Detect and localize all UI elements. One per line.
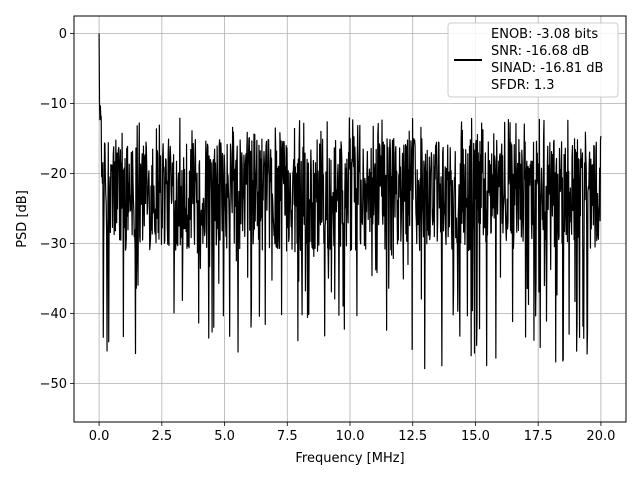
- y-tick-label: 0: [59, 27, 67, 42]
- psd-series-line: [98, 33, 602, 370]
- x-tick-label: 20.0: [586, 429, 615, 444]
- x-tick-label: 0.0: [89, 429, 110, 444]
- legend: ENOB: -3.08 bits SNR: -16.68 dB SINAD: -…: [447, 22, 619, 98]
- y-tick-label: −30: [40, 237, 67, 252]
- x-tick-label: 7.5: [277, 429, 298, 444]
- y-tick-label: −10: [40, 97, 67, 112]
- series-group: [98, 33, 602, 370]
- legend-entry-enob: ENOB: -3.08 bits: [491, 27, 598, 42]
- x-axis-label: Frequency [MHz]: [295, 451, 404, 466]
- x-tick-label: 10.0: [336, 429, 365, 444]
- x-tick-label: 5.0: [214, 429, 235, 444]
- legend-entry-sfdr: SFDR: 1.3: [491, 78, 555, 93]
- y-axis-label: PSD [dB]: [15, 190, 30, 248]
- y-tick-label: −20: [40, 167, 67, 182]
- legend-box: [447, 22, 619, 98]
- y-ticks: 0 −10 −20 −30 −40 −50: [40, 27, 74, 392]
- y-tick-label: −40: [40, 307, 67, 322]
- x-tick-label: 12.5: [398, 429, 427, 444]
- x-tick-label: 17.5: [524, 429, 553, 444]
- x-ticks: 0.0 2.5 5.0 7.5 10.0 12.5 15.0 17.5 20.0: [89, 422, 615, 444]
- y-tick-label: −50: [40, 377, 67, 392]
- x-tick-label: 2.5: [151, 429, 172, 444]
- legend-entry-sinad: SINAD: -16.81 dB: [491, 61, 603, 76]
- legend-entry-snr: SNR: -16.68 dB: [491, 44, 589, 59]
- x-tick-label: 15.0: [461, 429, 490, 444]
